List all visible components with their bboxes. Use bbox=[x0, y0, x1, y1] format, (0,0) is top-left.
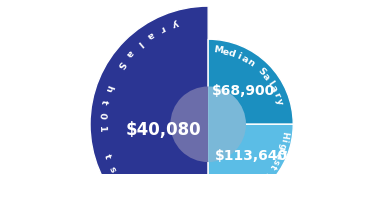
Text: t: t bbox=[268, 161, 278, 170]
Text: r: r bbox=[158, 23, 166, 33]
Text: r: r bbox=[272, 91, 282, 99]
Text: a: a bbox=[225, 193, 234, 203]
Text: i: i bbox=[235, 51, 242, 61]
Text: w: w bbox=[121, 186, 133, 199]
Text: e: e bbox=[221, 47, 229, 57]
Text: h: h bbox=[275, 146, 286, 155]
Text: g: g bbox=[277, 141, 287, 150]
Text: e: e bbox=[273, 151, 283, 161]
Text: l: l bbox=[135, 39, 144, 48]
Text: 0: 0 bbox=[257, 173, 268, 184]
Wedge shape bbox=[170, 86, 208, 162]
Text: 0: 0 bbox=[97, 112, 107, 119]
Text: S: S bbox=[256, 66, 267, 77]
Text: h: h bbox=[249, 180, 259, 191]
Text: s: s bbox=[107, 165, 117, 174]
Text: o: o bbox=[131, 197, 142, 208]
Text: i: i bbox=[279, 138, 288, 143]
Text: S: S bbox=[115, 58, 126, 69]
Wedge shape bbox=[90, 6, 208, 217]
Wedge shape bbox=[208, 39, 293, 124]
Text: H: H bbox=[279, 131, 289, 139]
Text: $40,080: $40,080 bbox=[125, 121, 201, 139]
Text: r: r bbox=[221, 194, 227, 204]
Text: t: t bbox=[99, 99, 109, 105]
Text: 9: 9 bbox=[261, 169, 272, 180]
Text: 1: 1 bbox=[97, 126, 107, 133]
Text: L: L bbox=[142, 206, 152, 217]
Wedge shape bbox=[208, 86, 246, 162]
Text: t: t bbox=[254, 178, 263, 187]
Text: y: y bbox=[215, 196, 222, 205]
Text: a: a bbox=[260, 72, 271, 82]
Text: a: a bbox=[124, 48, 135, 58]
Text: a: a bbox=[145, 30, 156, 41]
Text: S: S bbox=[240, 186, 250, 197]
Text: y: y bbox=[274, 97, 284, 106]
Text: l: l bbox=[232, 192, 238, 201]
Text: $68,900: $68,900 bbox=[212, 84, 275, 98]
Text: e: e bbox=[113, 176, 124, 187]
Text: a: a bbox=[240, 54, 249, 65]
Text: $113,640: $113,640 bbox=[215, 149, 288, 163]
Wedge shape bbox=[208, 124, 293, 209]
Text: h: h bbox=[103, 84, 113, 93]
Text: a: a bbox=[268, 84, 279, 94]
Text: l: l bbox=[265, 79, 275, 87]
Text: n: n bbox=[245, 58, 256, 69]
Text: d: d bbox=[227, 48, 237, 59]
Text: M: M bbox=[213, 45, 224, 56]
Text: a: a bbox=[236, 189, 244, 199]
Text: y: y bbox=[171, 18, 180, 28]
Text: t: t bbox=[102, 153, 112, 160]
Text: s: s bbox=[270, 157, 281, 165]
